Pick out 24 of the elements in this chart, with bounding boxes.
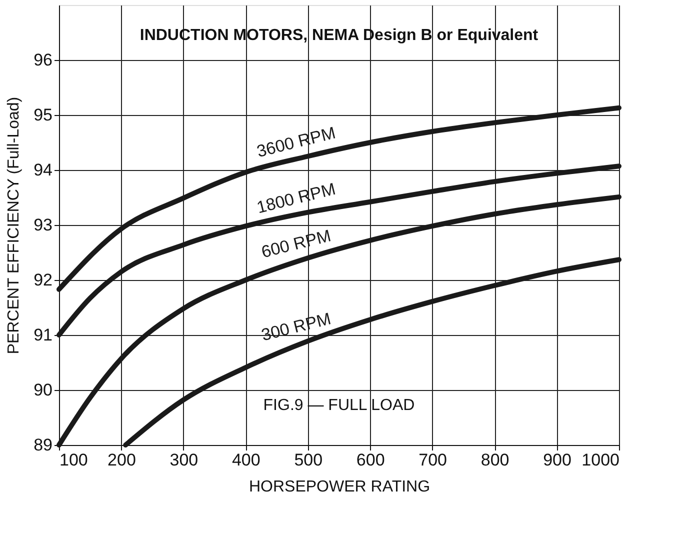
x-tick-label: 1000 xyxy=(582,450,620,470)
y-tick-label: 90 xyxy=(34,380,52,400)
text: 3600 RPM xyxy=(254,123,338,162)
x-tick-label: 700 xyxy=(418,450,448,470)
x-tick-label: 200 xyxy=(108,450,136,470)
y-tick-label: 91 xyxy=(34,326,52,344)
x-tick-label: 300 xyxy=(170,450,198,470)
y-tick-label: 89 xyxy=(34,436,52,454)
x-tick-label: 400 xyxy=(232,450,260,470)
x-tick-label: 100 xyxy=(60,450,88,470)
y-axis-title: PERCENT EFFICIENCY (Full-Load) xyxy=(6,96,23,354)
x-tick-label: 500 xyxy=(294,450,323,470)
y-tick-label: 94 xyxy=(34,160,52,180)
x-tick-label: 600 xyxy=(356,450,385,470)
y-tick-label: 93 xyxy=(34,216,52,234)
text: 1800 RPM xyxy=(254,179,338,218)
y-tick-label: 96 xyxy=(34,50,52,70)
text: 300 RPM xyxy=(259,309,333,345)
x-tick-label: 800 xyxy=(480,450,510,470)
x-axis-title: HORSEPOWER RATING xyxy=(248,478,430,496)
x-tick-label: 900 xyxy=(543,450,572,470)
y-tick-label: 95 xyxy=(34,106,52,124)
text: 600 RPM xyxy=(259,226,333,262)
y-tick-label: 92 xyxy=(34,270,52,290)
